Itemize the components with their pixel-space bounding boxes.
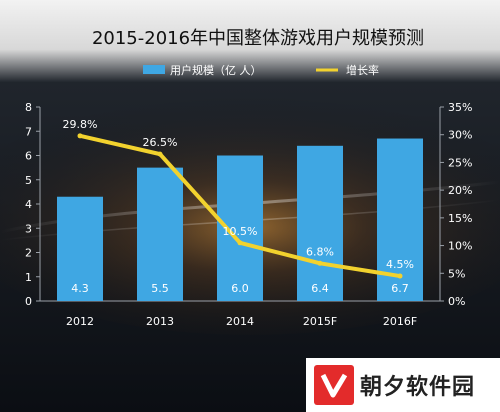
bar-value-label: 5.5	[151, 282, 169, 295]
right-tick-label: 10%	[448, 240, 472, 253]
line-value-label: 6.8%	[306, 245, 334, 258]
line-value-label: 26.5%	[143, 136, 178, 149]
right-tick-label: 15%	[448, 212, 472, 225]
logo-icon	[314, 365, 354, 405]
x-tick-label: 2012	[66, 315, 94, 328]
right-tick-label: 35%	[448, 101, 472, 114]
line-point	[237, 240, 243, 246]
right-tick-label: 25%	[448, 156, 472, 169]
watermark-text: 朝夕软件园	[360, 375, 476, 400]
right-tick-label: 5%	[448, 267, 465, 280]
line-value-label: 29.8%	[63, 118, 98, 131]
chart-title: 2015-2016年中国整体游戏用户规模预测	[92, 28, 424, 49]
line-series: 29.8% 26.5% 10.5% 6.8% 4.5%	[63, 118, 414, 279]
left-tick-label: 0	[25, 295, 32, 308]
bar-value-label: 6.0	[231, 282, 249, 295]
watermark-badge: 朝夕软件园	[306, 358, 500, 412]
legend-label-bar: 用户规模（亿 人）	[170, 63, 262, 77]
left-tick-label: 3	[25, 222, 32, 235]
left-tick-label: 8	[25, 101, 32, 114]
x-tick-label: 2015F	[303, 315, 337, 328]
right-tick-label: 30%	[448, 129, 472, 142]
legend-label-line: 增长率	[346, 63, 379, 77]
legend-swatch-bar	[143, 65, 165, 74]
bar-value-label: 4.3	[71, 282, 89, 295]
line-point	[397, 273, 403, 279]
right-tick-label: 0%	[448, 295, 465, 308]
bar	[297, 145, 343, 301]
x-tick-label: 2016F	[383, 315, 417, 328]
x-tick-label: 2014	[226, 315, 254, 328]
bar-series: 4.3 5.5 6.0 6.4 6.7	[57, 138, 423, 301]
left-tick-label: 2	[25, 247, 32, 260]
line-point	[77, 133, 83, 139]
x-tick-label: 2013	[146, 315, 174, 328]
legend: 用户规模（亿 人） 增长率	[143, 63, 379, 77]
line-point	[157, 151, 163, 157]
line-value-label: 10.5%	[223, 225, 258, 238]
line-value-label: 4.5%	[386, 258, 414, 271]
right-tick-label: 20%	[448, 184, 472, 197]
bar-value-label: 6.7	[391, 282, 409, 295]
bar	[137, 167, 183, 301]
bar	[57, 196, 103, 301]
left-tick-label: 4	[25, 198, 32, 211]
left-tick-label: 1	[25, 271, 32, 284]
left-tick-label: 6	[25, 150, 32, 163]
left-tick-label: 7	[25, 125, 32, 138]
left-tick-label: 5	[25, 174, 32, 187]
line-point	[317, 260, 323, 266]
bar-value-label: 6.4	[311, 282, 329, 295]
